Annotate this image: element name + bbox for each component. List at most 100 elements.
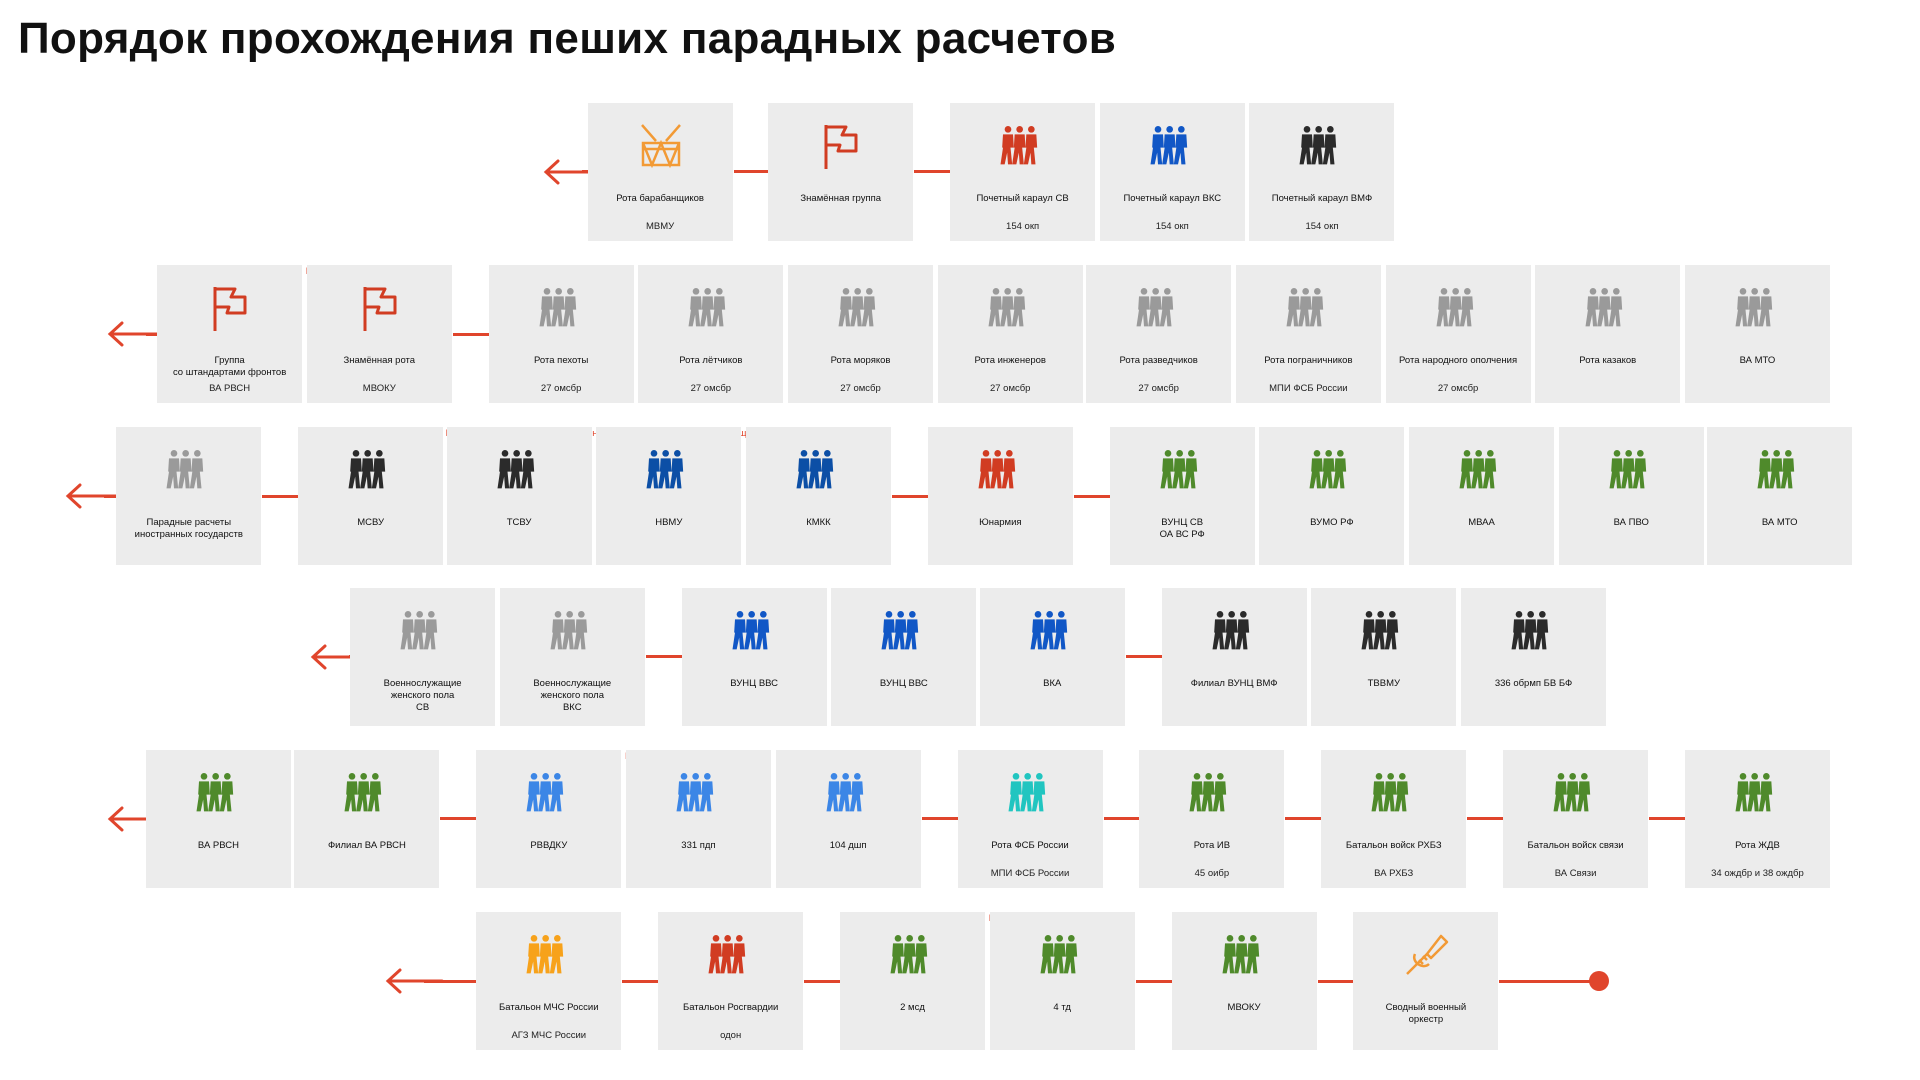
soldiers-icon <box>1457 445 1507 495</box>
soldiers-icon <box>495 445 545 495</box>
unit-card: Батальон Росгвардии одон <box>658 911 804 1050</box>
unit-card: МВАА <box>1409 426 1555 565</box>
unit-subtitle: МВОКУ <box>362 382 396 394</box>
unit-name: Военнослужащие женского пола СВ <box>383 677 462 713</box>
unit-card: Почетный караул ВМФ 154 окп <box>1249 102 1395 241</box>
soldiers-icon <box>836 283 886 333</box>
unit-name: Знамённая группа <box>800 192 882 204</box>
unit-subtitle: 27 омсбр <box>1138 382 1179 394</box>
connector-line <box>921 817 958 821</box>
unit-subtitle: 154 окп <box>1155 220 1189 232</box>
unit-card: Рота народного ополчения 27 омсбр <box>1385 264 1531 403</box>
unit-name: Филиал ВУНЦ ВМФ <box>1190 677 1278 689</box>
unit-name: Знамённая рота <box>343 354 416 366</box>
unit-subtitle: 45 оибр <box>1194 867 1230 879</box>
unit-card: 4 тд <box>989 911 1135 1050</box>
unit-card: РВВДКУ <box>476 749 622 888</box>
direction-arrow-icon <box>106 319 166 349</box>
page-title: Порядок прохождения пеших парадных расче… <box>18 14 1117 63</box>
unit-card: Сводный военный оркестр <box>1353 911 1499 1050</box>
unit-card: Парадные расчеты иностранных государств <box>116 426 262 565</box>
unit-card: Рота ФСБ России МПИ ФСБ России <box>957 749 1103 888</box>
unit-name: Рота казаков <box>1579 354 1637 366</box>
connector-line <box>1649 817 1685 821</box>
connector-line <box>1135 979 1172 983</box>
unit-name: Батальон войск РХБЗ <box>1345 839 1442 851</box>
unit-name: Военнослужащие женского пола ВКС <box>533 677 612 713</box>
soldiers-icon <box>706 930 756 980</box>
soldiers-icon <box>730 606 780 656</box>
unit-subtitle: 27 омсбр <box>989 382 1031 394</box>
unit-subtitle: МПИ ФСБ России <box>1269 382 1348 394</box>
unit-name: Группа со штандартами фронтов <box>172 354 287 378</box>
unit-card: ВА ПВО <box>1558 426 1704 565</box>
soldiers-icon <box>1038 930 1088 980</box>
unit-card: Рота пограничников МПИ ФСБ России <box>1235 264 1381 403</box>
unit-subtitle: 27 омсбр <box>1437 382 1479 394</box>
unit-name: Рота ИВ <box>1193 839 1231 851</box>
unit-name: 104 дшп <box>829 839 867 851</box>
unit-card: НВМУ <box>596 426 742 565</box>
unit-subtitle: ВА РХБЗ <box>1374 867 1414 879</box>
drum-icon <box>636 121 686 171</box>
connector-line <box>452 332 489 336</box>
soldiers-icon <box>1220 930 1270 980</box>
unit-card: Почетный караул ВКС 154 окп <box>1099 102 1245 241</box>
unit-name: Рота разведчиков <box>1119 354 1198 366</box>
soldiers-icon <box>888 930 938 980</box>
unit-subtitle: ВА РВСН <box>209 382 251 394</box>
unit-name: 336 обрмп БВ БФ <box>1494 677 1573 689</box>
soldiers-icon <box>986 283 1036 333</box>
soldiers-icon <box>1158 445 1208 495</box>
soldiers-icon <box>346 445 396 495</box>
unit-name: 2 мсд <box>900 1001 925 1013</box>
unit-card: ВКА <box>979 587 1125 726</box>
soldiers-icon <box>524 768 574 818</box>
unit-name: Почетный караул ВМФ <box>1271 192 1373 204</box>
unit-name: ТВВМУ <box>1367 677 1401 689</box>
unit-name: Рота ФСБ России <box>991 839 1069 851</box>
soldiers-icon <box>644 445 694 495</box>
unit-card: ВА РВСН <box>145 749 291 888</box>
unit-name: Рота ЖДВ <box>1735 839 1780 851</box>
trumpet-icon <box>1401 930 1451 980</box>
unit-card: Батальон войск связи ВА Связи <box>1503 749 1649 888</box>
unit-name: Рота инженеров <box>974 354 1046 366</box>
unit-name: ВУНЦ ВВС <box>879 677 928 689</box>
unit-card: Рота казаков <box>1535 264 1681 403</box>
group-label: Парадные расчеты суворовских, нахимовско… <box>446 428 747 439</box>
connector-line <box>1317 979 1354 983</box>
unit-card: Знамённая группа <box>768 102 914 241</box>
direction-arrow-icon <box>384 966 444 996</box>
soldiers-icon <box>1134 283 1184 333</box>
unit-card: ВУНЦ ВВС <box>831 587 977 726</box>
unit-card: ТСВУ <box>446 426 592 565</box>
unit-name: Почетный караул ВКС <box>1123 192 1222 204</box>
unit-name: Филиал ВА РВСН <box>327 839 406 851</box>
unit-subtitle: 154 окп <box>1006 220 1040 232</box>
soldiers-icon <box>194 768 244 818</box>
soldiers-icon <box>824 768 874 818</box>
flag-icon <box>205 283 255 333</box>
connector-line <box>645 655 682 659</box>
soldiers-icon <box>976 445 1026 495</box>
unit-card: Филиал ВА РВСН <box>294 749 440 888</box>
unit-name: Батальон войск связи <box>1527 839 1624 851</box>
soldiers-icon <box>1551 768 1601 818</box>
soldiers-icon <box>524 930 574 980</box>
soldiers-icon <box>1583 283 1633 333</box>
unit-subtitle: одон <box>720 1029 742 1041</box>
soldiers-icon <box>794 445 844 495</box>
connector-line <box>440 817 477 821</box>
unit-card: КМКК <box>745 426 891 565</box>
unit-subtitle: ВА Связи <box>1554 867 1597 879</box>
unit-subtitle: АГЗ МЧС России <box>511 1029 587 1041</box>
unit-subtitle: 27 омсбр <box>540 382 582 394</box>
soldiers-icon <box>998 121 1048 171</box>
unit-card: Военнослужащие женского пола ВКС <box>499 587 645 726</box>
unit-card: Батальон войск РХБЗ ВА РХБЗ <box>1321 749 1467 888</box>
unit-card: Юнармия <box>927 426 1073 565</box>
flag-icon <box>355 283 405 333</box>
unit-card: Рота моряков 27 омсбр <box>788 264 934 403</box>
connector-line <box>1285 817 1322 821</box>
